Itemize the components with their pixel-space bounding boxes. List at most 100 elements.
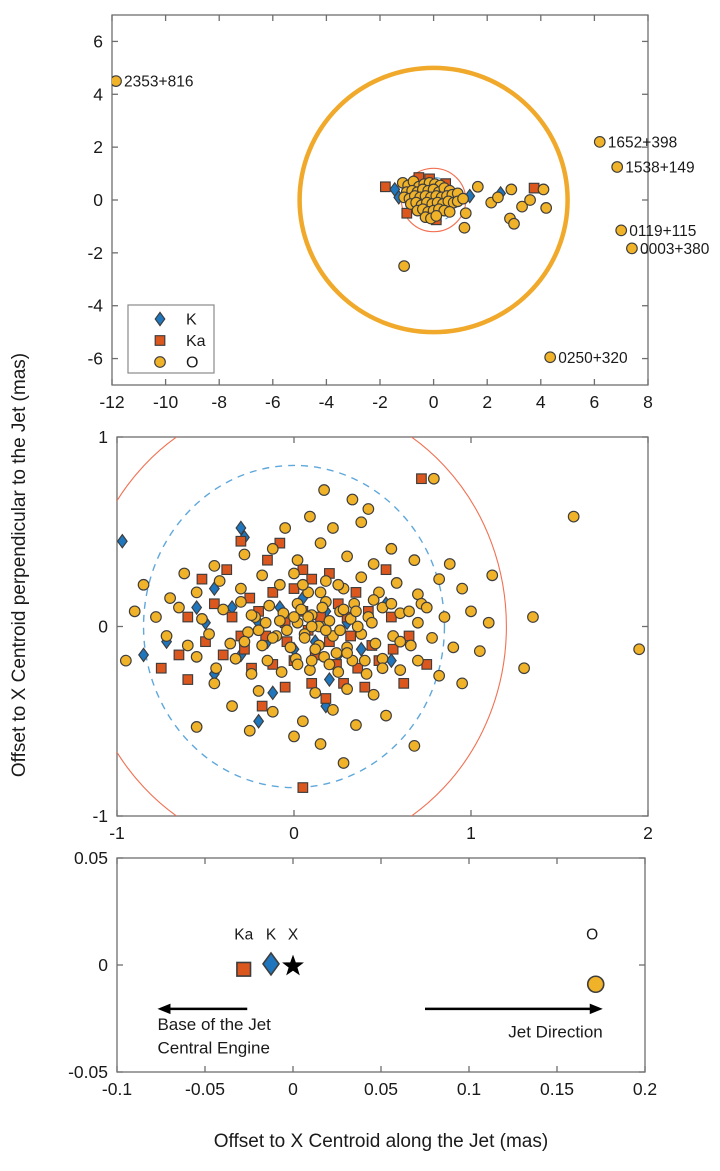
data-point-O: [456, 677, 469, 690]
data-point-O: [355, 516, 368, 529]
data-point-O: [633, 643, 646, 656]
data-point-O: [304, 664, 316, 676]
data-point-O: [337, 603, 350, 616]
middle-series-O: [119, 472, 646, 769]
legend-label: K: [186, 312, 197, 329]
data-point-O: [288, 611, 300, 623]
data-point-Ka: [403, 630, 415, 642]
top-xtick-label: 4: [536, 392, 546, 412]
data-point-Ka: [182, 611, 194, 623]
left-arrow-head: [157, 1003, 171, 1015]
data-point-O: [567, 510, 580, 523]
data-point-O: [427, 472, 440, 485]
data-point-O: [309, 686, 322, 699]
data-point-O: [275, 666, 288, 678]
data-point-O: [508, 217, 520, 230]
data-point-Ka: [320, 693, 332, 704]
data-point-K: [355, 641, 367, 657]
data-point-O: [438, 611, 451, 623]
data-point-O: [327, 704, 339, 716]
data-point-O: [314, 586, 327, 599]
data-point-O: [288, 730, 300, 743]
middle-xtick-label: -1: [109, 823, 125, 843]
data-point-O: [615, 224, 628, 237]
data-point-O: [259, 616, 272, 629]
data-point-Ka: [398, 677, 410, 689]
bottom-xtick-label: 0.15: [540, 1079, 574, 1099]
data-point-O: [296, 715, 309, 728]
bottom-annotation: X: [288, 926, 299, 943]
data-point-Ka: [236, 961, 252, 977]
middle-plot: -1 0 1 2 1 0 -1: [92, 427, 653, 843]
top-annotation: 0250+320: [558, 350, 628, 367]
data-point-O: [473, 645, 486, 658]
data-point-O: [337, 757, 350, 769]
middle-ytick-label: 0: [98, 617, 108, 637]
data-point-Ka: [155, 662, 167, 674]
data-point-O: [256, 569, 269, 582]
top-content: [112, 65, 638, 364]
data-point-X: [282, 954, 304, 976]
data-point-O: [304, 510, 316, 523]
legend-square-icon: [154, 335, 166, 346]
data-point-O: [238, 635, 251, 648]
data-point-O: [398, 260, 410, 272]
data-point-Ka: [379, 181, 391, 193]
bottom-annotation: O: [586, 926, 598, 943]
top-ytick-label: 4: [93, 84, 103, 104]
top-ytick-label: 6: [93, 31, 103, 51]
data-point-Ka: [262, 554, 273, 566]
data-point-O: [284, 641, 297, 654]
data-point-O: [235, 582, 247, 595]
bottom-ytick-label: -0.05: [68, 1062, 108, 1082]
data-point-O: [420, 601, 433, 614]
data-point-O: [252, 685, 265, 697]
data-point-O: [471, 180, 484, 193]
data-point-K: [138, 647, 150, 663]
legend-diamond-icon: [154, 311, 166, 327]
data-point-O: [433, 669, 446, 682]
data-point-Ka: [359, 681, 371, 693]
data-point-O: [296, 578, 309, 591]
top-plot: -12 -10 -8 -6 -4 -2 0 2 4 6 8 6 4 2 0 -2 -4 -6 2353+816 165…: [87, 14, 710, 412]
bottom-series-Ka: [236, 961, 252, 977]
top-reference-circle: [297, 65, 570, 335]
data-point-O: [261, 654, 274, 667]
data-point-O: [314, 738, 327, 750]
data-point-O: [505, 183, 518, 196]
top-xtick-label: 6: [590, 392, 600, 412]
data-point-O: [390, 577, 403, 589]
legend-circle-icon: [154, 356, 166, 368]
bottom-xtick-label: 0.2: [633, 1079, 657, 1099]
legend-label: Ka: [186, 333, 206, 350]
data-point-O: [412, 616, 424, 629]
bottom-xtick-label: 0.05: [364, 1079, 398, 1099]
data-point-O: [456, 582, 469, 595]
middle-reference-circle: [142, 464, 446, 789]
middle-ytick-label: -1: [92, 806, 108, 826]
data-point-O: [430, 209, 443, 222]
data-point-O: [366, 616, 378, 629]
middle-reference-circle: [117, 437, 507, 816]
data-point-O: [238, 548, 251, 561]
data-point-O: [482, 616, 495, 629]
bottom-series-X: [282, 954, 304, 976]
data-point-O: [341, 683, 353, 695]
data-point-O: [403, 605, 415, 618]
data-point-Ka: [267, 587, 279, 598]
data-point-O: [196, 613, 208, 625]
top-xtick-label: -8: [211, 392, 227, 412]
top-xtick-label: -6: [265, 392, 281, 412]
middle-xtick-label: 2: [643, 823, 653, 843]
data-point-O: [518, 662, 530, 675]
middle-axes-box: [116, 436, 649, 817]
data-point-O: [537, 183, 550, 196]
data-point-O: [385, 542, 398, 555]
data-point-O: [394, 664, 407, 676]
data-point-O: [358, 654, 371, 667]
data-point-O: [208, 677, 221, 690]
plots-group: -12 -10 -8 -6 -4 -2 0 2 4 6 86420-2-4-62353+816165…: [68, 14, 710, 1099]
data-point-O: [119, 654, 132, 667]
